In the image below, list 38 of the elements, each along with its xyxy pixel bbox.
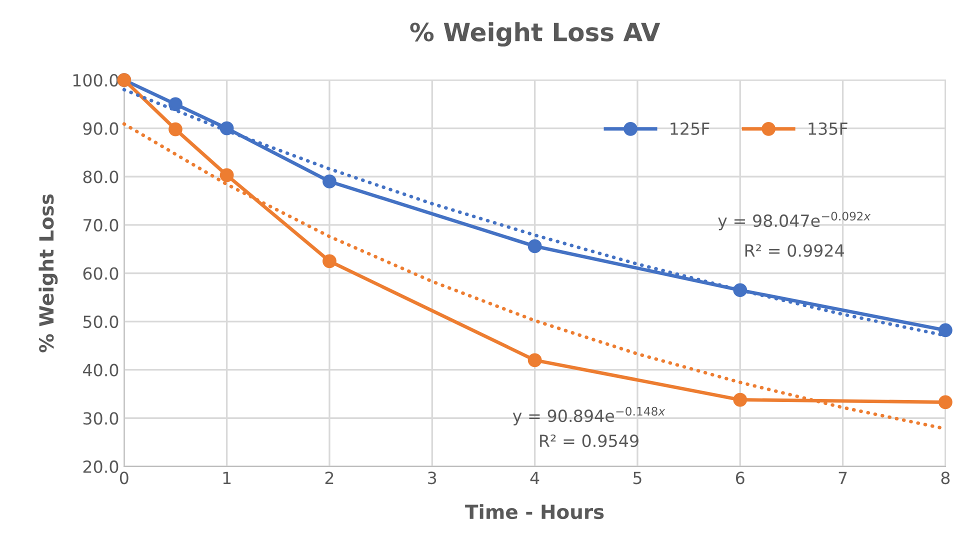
x-tick-label: 7: [838, 472, 847, 484]
annotation: R² = 0.9549: [540, 434, 638, 448]
x-tick-label: 3: [428, 472, 436, 484]
y-tick-label: 100.0: [73, 74, 118, 87]
point: [322, 254, 336, 268]
point: [220, 168, 234, 182]
point: [220, 121, 234, 136]
point: [938, 323, 952, 338]
x-tick-label: 6: [736, 472, 744, 484]
point: [528, 353, 542, 368]
y-tick-label: 20.0: [83, 460, 118, 474]
y-tick-label: 30.0: [83, 412, 118, 425]
point: [733, 392, 748, 407]
y-tick-label: 70.0: [84, 218, 118, 232]
x-tick-label: 2: [325, 472, 334, 484]
y-tick-label: 50.0: [83, 316, 118, 328]
chart-title: % Weight Loss AV: [410, 22, 660, 47]
y-axis-title: % Weight Loss: [38, 194, 58, 352]
x-tick-label: 4: [530, 472, 540, 484]
point: [938, 395, 952, 410]
point: [528, 239, 542, 254]
annotation: R² = 0.9924: [745, 244, 844, 257]
y-tick-label: 90.0: [83, 122, 118, 135]
x-axis-title: Time - Hours: [465, 504, 604, 520]
y-tick-label: 60.0: [83, 267, 118, 280]
y-tick-label: 40.0: [82, 364, 118, 376]
x-tick-label: 8: [941, 472, 950, 484]
legend-label: 135F: [808, 122, 848, 135]
annotation: y = 90.894e$^{−0.148x}$: [512, 406, 666, 426]
point: [322, 174, 336, 188]
annotation: y = 98.047e$^{−0.092x}$: [718, 212, 871, 230]
y-tick-label: 80.0: [83, 170, 118, 184]
point: [168, 122, 182, 136]
legend-label: 125F: [670, 122, 710, 135]
x-tick-label: 5: [633, 472, 642, 484]
x-tick-label: 0: [120, 472, 128, 484]
point: [168, 97, 182, 112]
x-tick-label: 1: [223, 472, 231, 484]
